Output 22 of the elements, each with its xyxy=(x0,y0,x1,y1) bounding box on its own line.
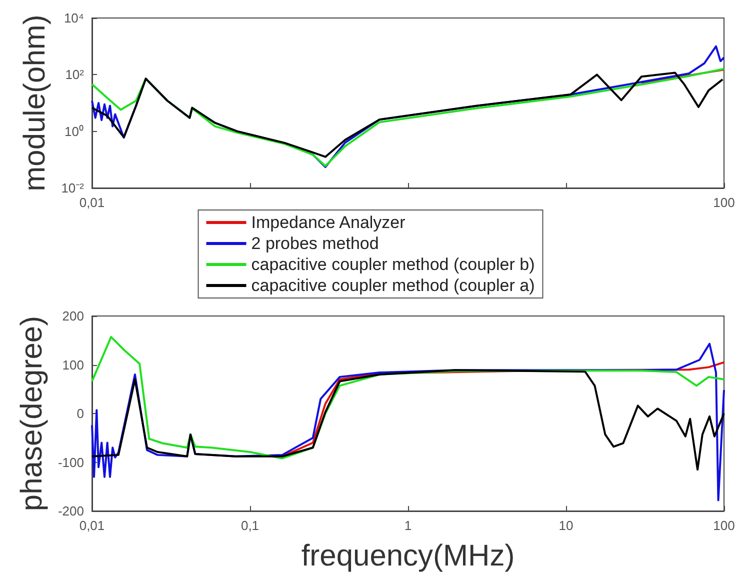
legend-label: 2 probes method xyxy=(251,234,379,253)
x-tick-label: 1 xyxy=(404,518,412,533)
y-tick-label: 10⁻² xyxy=(61,180,85,196)
x-tick-label: 0,01 xyxy=(79,518,105,533)
y-tick-label: 10⁰ xyxy=(64,124,84,139)
x-tick-label: 10 xyxy=(558,518,574,533)
x-tick-label: 0,01 xyxy=(79,195,105,210)
y-axis-title: phase(degree) xyxy=(16,316,49,512)
y-tick-label: 10⁴ xyxy=(64,10,84,26)
x-axis-title: frequency(MHz) xyxy=(301,540,515,572)
x-tick-label: 0,1 xyxy=(240,518,260,533)
y-tick-label: 200 xyxy=(62,308,84,324)
legend-label: capacitive coupler method (coupler a) xyxy=(251,276,535,295)
y-tick-label: -100 xyxy=(58,454,84,470)
y-tick-label: -200 xyxy=(58,504,84,518)
y-tick-label: 100 xyxy=(62,357,84,372)
legend-label: Impedance Analyzer xyxy=(251,213,406,232)
legend-label: capacitive coupler method (coupler b) xyxy=(251,255,535,274)
y-tick-label: 0 xyxy=(76,406,84,421)
x-tick-label: 100 xyxy=(713,518,735,533)
y-tick-label: 10² xyxy=(65,67,85,82)
y-axis-title: module(ohm) xyxy=(18,14,52,192)
